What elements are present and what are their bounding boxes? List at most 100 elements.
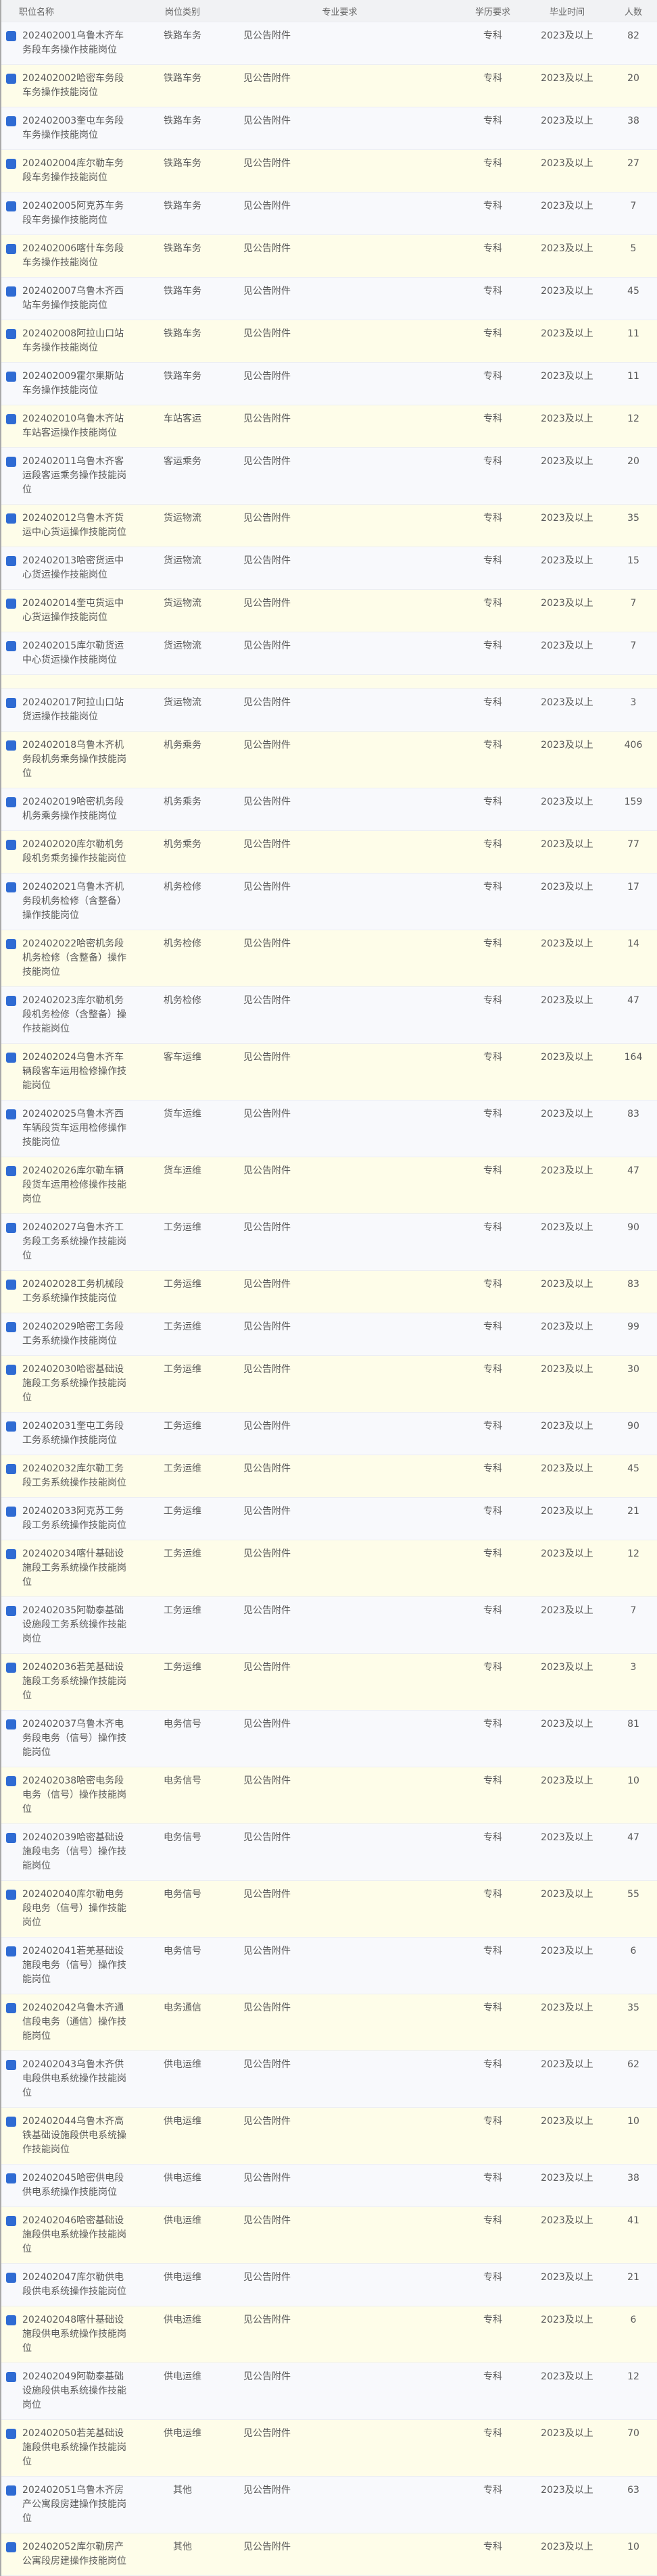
- table-row[interactable]: 202402002哈密车务段车务操作技能岗位 铁路车务 见公告附件 专科 2023及以上…: [1, 65, 657, 107]
- table-row[interactable]: 202402004库尔勒车务段车务操作技能岗位 铁路车务 见公告附件 专科 2023及以…: [1, 150, 657, 193]
- position-name: 202402001乌鲁木齐车务段车务操作技能岗位: [22, 30, 124, 55]
- education-requirement: 专科: [483, 2542, 502, 2552]
- name-cell: 202402041若羌基础设施段电务（信号）操作技能岗位: [1, 1944, 152, 1987]
- table-row[interactable]: 202402021乌鲁木齐机务段机务检修（含整备）操作技能岗位 机务检修 见公告附件…: [1, 874, 657, 930]
- table-row[interactable]: 202402005阿克苏车务段车务操作技能岗位 铁路车务 见公告附件 专科 2023及以…: [1, 193, 657, 235]
- table-row[interactable]: 202402047库尔勒供电段供电系统操作技能岗位 供电运维 见公告附件 专科 2023…: [1, 2264, 657, 2306]
- position-name: 202402020库尔勒机务段机务乘务操作技能岗位: [22, 839, 126, 864]
- table-row[interactable]: 202402043乌鲁木齐供电段供电系统操作技能岗位 供电运维 见公告附件 专科 202…: [1, 2051, 657, 2108]
- table-row[interactable]: 202402042乌鲁木齐通信段电务（通信）操作技能岗位 电务通信 见公告附件 专科 2…: [1, 1994, 657, 2051]
- education-requirement: 专科: [483, 1321, 502, 1332]
- education-requirement: 专科: [483, 598, 502, 609]
- graduation-time: 2023及以上: [541, 328, 593, 339]
- table-row[interactable]: 202402024乌鲁木齐车辆段客车运用检修操作技能岗位 客车运维 见公告附件 专科 2…: [1, 1044, 657, 1101]
- headcount: 82: [627, 30, 639, 41]
- table-row[interactable]: 202402038哈密电务段电务（信号）操作技能岗位 电务信号 见公告附件 专科 202…: [1, 1767, 657, 1824]
- table-row[interactable]: 202402049阿勒泰基础设施段供电系统操作技能岗位 供电运维 见公告附件 专科 20…: [1, 2363, 657, 2420]
- table-row[interactable]: 202402031奎屯工务段工务系统操作技能岗位 工务运维 见公告附件 专科 2023及…: [1, 1413, 657, 1455]
- table-row[interactable]: 202402027乌鲁木齐工务段工务系统操作技能岗位 工务运维 见公告附件 专科 202…: [1, 1214, 657, 1271]
- major-requirement: 见公告附件: [243, 1364, 291, 1375]
- name-cell: 202402021乌鲁木齐机务段机务检修（含整备）操作技能岗位: [1, 880, 152, 923]
- position-name: 202402014奎屯货运中心货运操作技能岗位: [22, 598, 124, 623]
- row-marker-icon: [6, 74, 16, 84]
- position-name: 202402048喀什基础设施段供电系统操作技能岗位: [22, 2315, 126, 2354]
- table-row[interactable]: 202402034喀什基础设施段工务系统操作技能岗位 工务运维 见公告附件 专科 202…: [1, 1540, 657, 1597]
- table-row[interactable]: 202402051乌鲁木齐房产公寓段房建操作技能岗位 其他 见公告附件 专科 2023及…: [1, 2477, 657, 2533]
- row-marker-icon: [6, 1464, 16, 1474]
- table-row[interactable]: 202402036若羌基础设施段工务系统操作技能岗位 工务运维 见公告附件 专科 202…: [1, 1654, 657, 1711]
- table-row[interactable]: 202402007乌鲁木齐西站车务操作技能岗位 铁路车务 见公告附件 专科 2023及以…: [1, 278, 657, 320]
- graduation-time: 2023及以上: [541, 1222, 593, 1233]
- table-row[interactable]: 202402014奎屯货运中心货运操作技能岗位 货运物流 见公告附件 专科 2023及以…: [1, 590, 657, 632]
- table-row[interactable]: 202402003奎屯车务段车务操作技能岗位 铁路车务 见公告附件 专科 2023及以上…: [1, 107, 657, 150]
- major-requirement: 见公告附件: [243, 1605, 291, 1616]
- table-row[interactable]: 202402015库尔勒货运中心货运操作技能岗位 货运物流 见公告附件 专科 2023及…: [1, 632, 657, 675]
- table-row[interactable]: 202402022哈密机务段机务检修（含整备）操作技能岗位 机务检修 见公告附件 专科…: [1, 930, 657, 987]
- name-cell: 202402039哈密基础设施段电务（信号）操作技能岗位: [1, 1831, 152, 1873]
- table-row[interactable]: 202402037乌鲁木齐电务段电务（信号）操作技能岗位 电务信号 见公告附件 专科 2…: [1, 1711, 657, 1767]
- graduation-time: 2023及以上: [541, 2059, 593, 2070]
- table-row[interactable]: 202402010乌鲁木齐站车站客运操作技能岗位 车站客运 见公告附件 专科 2023及…: [1, 405, 657, 448]
- table-row[interactable]: 202402023库尔勒机务段机务检修（含整备）操作技能岗位 机务检修 见公告附件 专…: [1, 987, 657, 1044]
- position-name: 202402035阿勒泰基础设施段工务系统操作技能岗位: [22, 1605, 126, 1644]
- table-row[interactable]: 202402006喀什车务段车务操作技能岗位 铁路车务 见公告附件 专科 2023及以上…: [1, 235, 657, 278]
- education-requirement: 专科: [483, 328, 502, 339]
- major-requirement: 见公告附件: [243, 882, 291, 892]
- table-row[interactable]: 202402018乌鲁木齐机务段机务乘务操作技能岗位 机务乘务 见公告附件 专科 202…: [1, 732, 657, 788]
- graduation-time: 2023及以上: [541, 2371, 593, 2382]
- table-row[interactable]: 202402045哈密供电段供电系统操作技能岗位 供电运维 见公告附件 专科 2023及…: [1, 2165, 657, 2207]
- table-row[interactable]: 202402046哈密基础设施段供电系统操作技能岗位 供电运维 见公告附件 专科 202…: [1, 2207, 657, 2264]
- table-row[interactable]: 202402008阿拉山口站车务操作技能岗位 铁路车务 见公告附件 专科 2023及以上…: [1, 320, 657, 363]
- table-row[interactable]: 202402041若羌基础设施段电务（信号）操作技能岗位 电务信号 见公告附件 专科 2…: [1, 1938, 657, 1994]
- table-row[interactable]: 202402044乌鲁木齐高铁基础设施段供电系统操作技能岗位 供电运维 见公告附件 专…: [1, 2108, 657, 2165]
- position-category: 铁路车务: [164, 328, 201, 339]
- position-name: 202402032库尔勒工务段工务系统操作技能岗位: [22, 1463, 126, 1488]
- table-row[interactable]: 202402025乌鲁木齐西车辆段货车运用检修操作技能岗位 货车运维 见公告附件 专科…: [1, 1101, 657, 1157]
- table-row[interactable]: 202402020库尔勒机务段机务乘务操作技能岗位 机务乘务 见公告附件 专科 2023…: [1, 831, 657, 874]
- table-row[interactable]: 202402035阿勒泰基础设施段工务系统操作技能岗位 工务运维 见公告附件 专科 20…: [1, 1597, 657, 1654]
- table-row[interactable]: 202402040库尔勒电务段电务（信号）操作技能岗位 电务信号 见公告附件 专科 20…: [1, 1881, 657, 1938]
- table-row[interactable]: 202402039哈密基础设施段电务（信号）操作技能岗位 电务信号 见公告附件 专科 2…: [1, 1824, 657, 1881]
- name-cell: 202402010乌鲁木齐站车站客运操作技能岗位: [1, 412, 152, 440]
- position-category: 工务运维: [164, 1548, 201, 1559]
- position-category: 铁路车务: [164, 201, 201, 211]
- table-row[interactable]: 202402001乌鲁木齐车务段车务操作技能岗位 铁路车务 见公告附件 专科 2023及…: [1, 22, 657, 65]
- education-requirement: 专科: [483, 2371, 502, 2382]
- table-row[interactable]: 202402050若羌基础设施段供电系统操作技能岗位 供电运维 见公告附件 专科 202…: [1, 2420, 657, 2477]
- graduation-time: 2023及以上: [541, 2315, 593, 2325]
- row-marker-icon: [6, 2542, 16, 2552]
- row-marker-icon: [6, 2216, 16, 2226]
- education-requirement: 专科: [483, 2215, 502, 2226]
- education-requirement: 专科: [483, 1662, 502, 1673]
- graduation-time: 2023及以上: [541, 1109, 593, 1119]
- row-marker-icon: [6, 1365, 16, 1375]
- table-row[interactable]: 202402032库尔勒工务段工务系统操作技能岗位 工务运维 见公告附件 专科 2023…: [1, 1455, 657, 1498]
- table-row[interactable]: 202402033阿克苏工务段工务系统操作技能岗位 工务运维 见公告附件 专科 2023…: [1, 1498, 657, 1540]
- table-row[interactable]: [1, 675, 657, 689]
- table-row[interactable]: 202402029哈密工务段工务系统操作技能岗位 工务运维 见公告附件 专科 2023及…: [1, 1313, 657, 1356]
- education-requirement: 专科: [483, 371, 502, 382]
- table-row[interactable]: 202402019哈密机务段机务乘务操作技能岗位 机务乘务 见公告附件 专科 2023及…: [1, 788, 657, 831]
- position-category: 工务运维: [164, 1364, 201, 1375]
- graduation-time: 2023及以上: [541, 1548, 593, 1559]
- position-name: 202402026库尔勒车辆段货车运用检修操作技能岗位: [22, 1165, 126, 1205]
- table-row[interactable]: 202402012乌鲁木齐货运中心货运操作技能岗位 货运物流 见公告附件 专科 2023…: [1, 505, 657, 547]
- major-requirement: 见公告附件: [243, 1775, 291, 1786]
- graduation-time: 2023及以上: [541, 882, 593, 892]
- table-row[interactable]: 202402009霍尔果斯站车务操作技能岗位 铁路车务 见公告附件 专科 2023及以上…: [1, 363, 657, 405]
- row-marker-icon: [6, 1719, 16, 1729]
- table-row[interactable]: 202402017阿拉山口站货运操作技能岗位 货运物流 见公告附件 专科 2023及以上…: [1, 689, 657, 732]
- major-requirement: 见公告附件: [243, 1052, 291, 1063]
- table-row[interactable]: 202402052库尔勒房产公寓段房建操作技能岗位 其他 见公告附件 专科 2023及以…: [1, 2533, 657, 2576]
- table-row[interactable]: 202402011乌鲁木齐客运段客运乘务操作技能岗位 客运乘务 见公告附件 专科 202…: [1, 448, 657, 505]
- graduation-time: 2023及以上: [541, 73, 593, 84]
- table-row[interactable]: 202402026库尔勒车辆段货车运用检修操作技能岗位 货车运维 见公告附件 专科 20…: [1, 1157, 657, 1214]
- major-requirement: 见公告附件: [243, 1165, 291, 1176]
- position-name: 202402040库尔勒电务段电务（信号）操作技能岗位: [22, 1889, 126, 1928]
- table-row[interactable]: 202402030哈密基础设施段工务系统操作技能岗位 工务运维 见公告附件 专科 202…: [1, 1356, 657, 1413]
- table-row[interactable]: 202402028工务机械段工务系统操作技能岗位 工务运维 见公告附件 专科 2023及…: [1, 1271, 657, 1313]
- row-marker-icon: [6, 740, 16, 751]
- table-row[interactable]: 202402048喀什基础设施段供电系统操作技能岗位 供电运维 见公告附件 专科 202…: [1, 2306, 657, 2363]
- table-row[interactable]: 202402013哈密货运中心货运操作技能岗位 货运物流 见公告附件 专科 2023及以…: [1, 547, 657, 590]
- name-cell: 202402025乌鲁木齐西车辆段货车运用检修操作技能岗位: [1, 1107, 152, 1150]
